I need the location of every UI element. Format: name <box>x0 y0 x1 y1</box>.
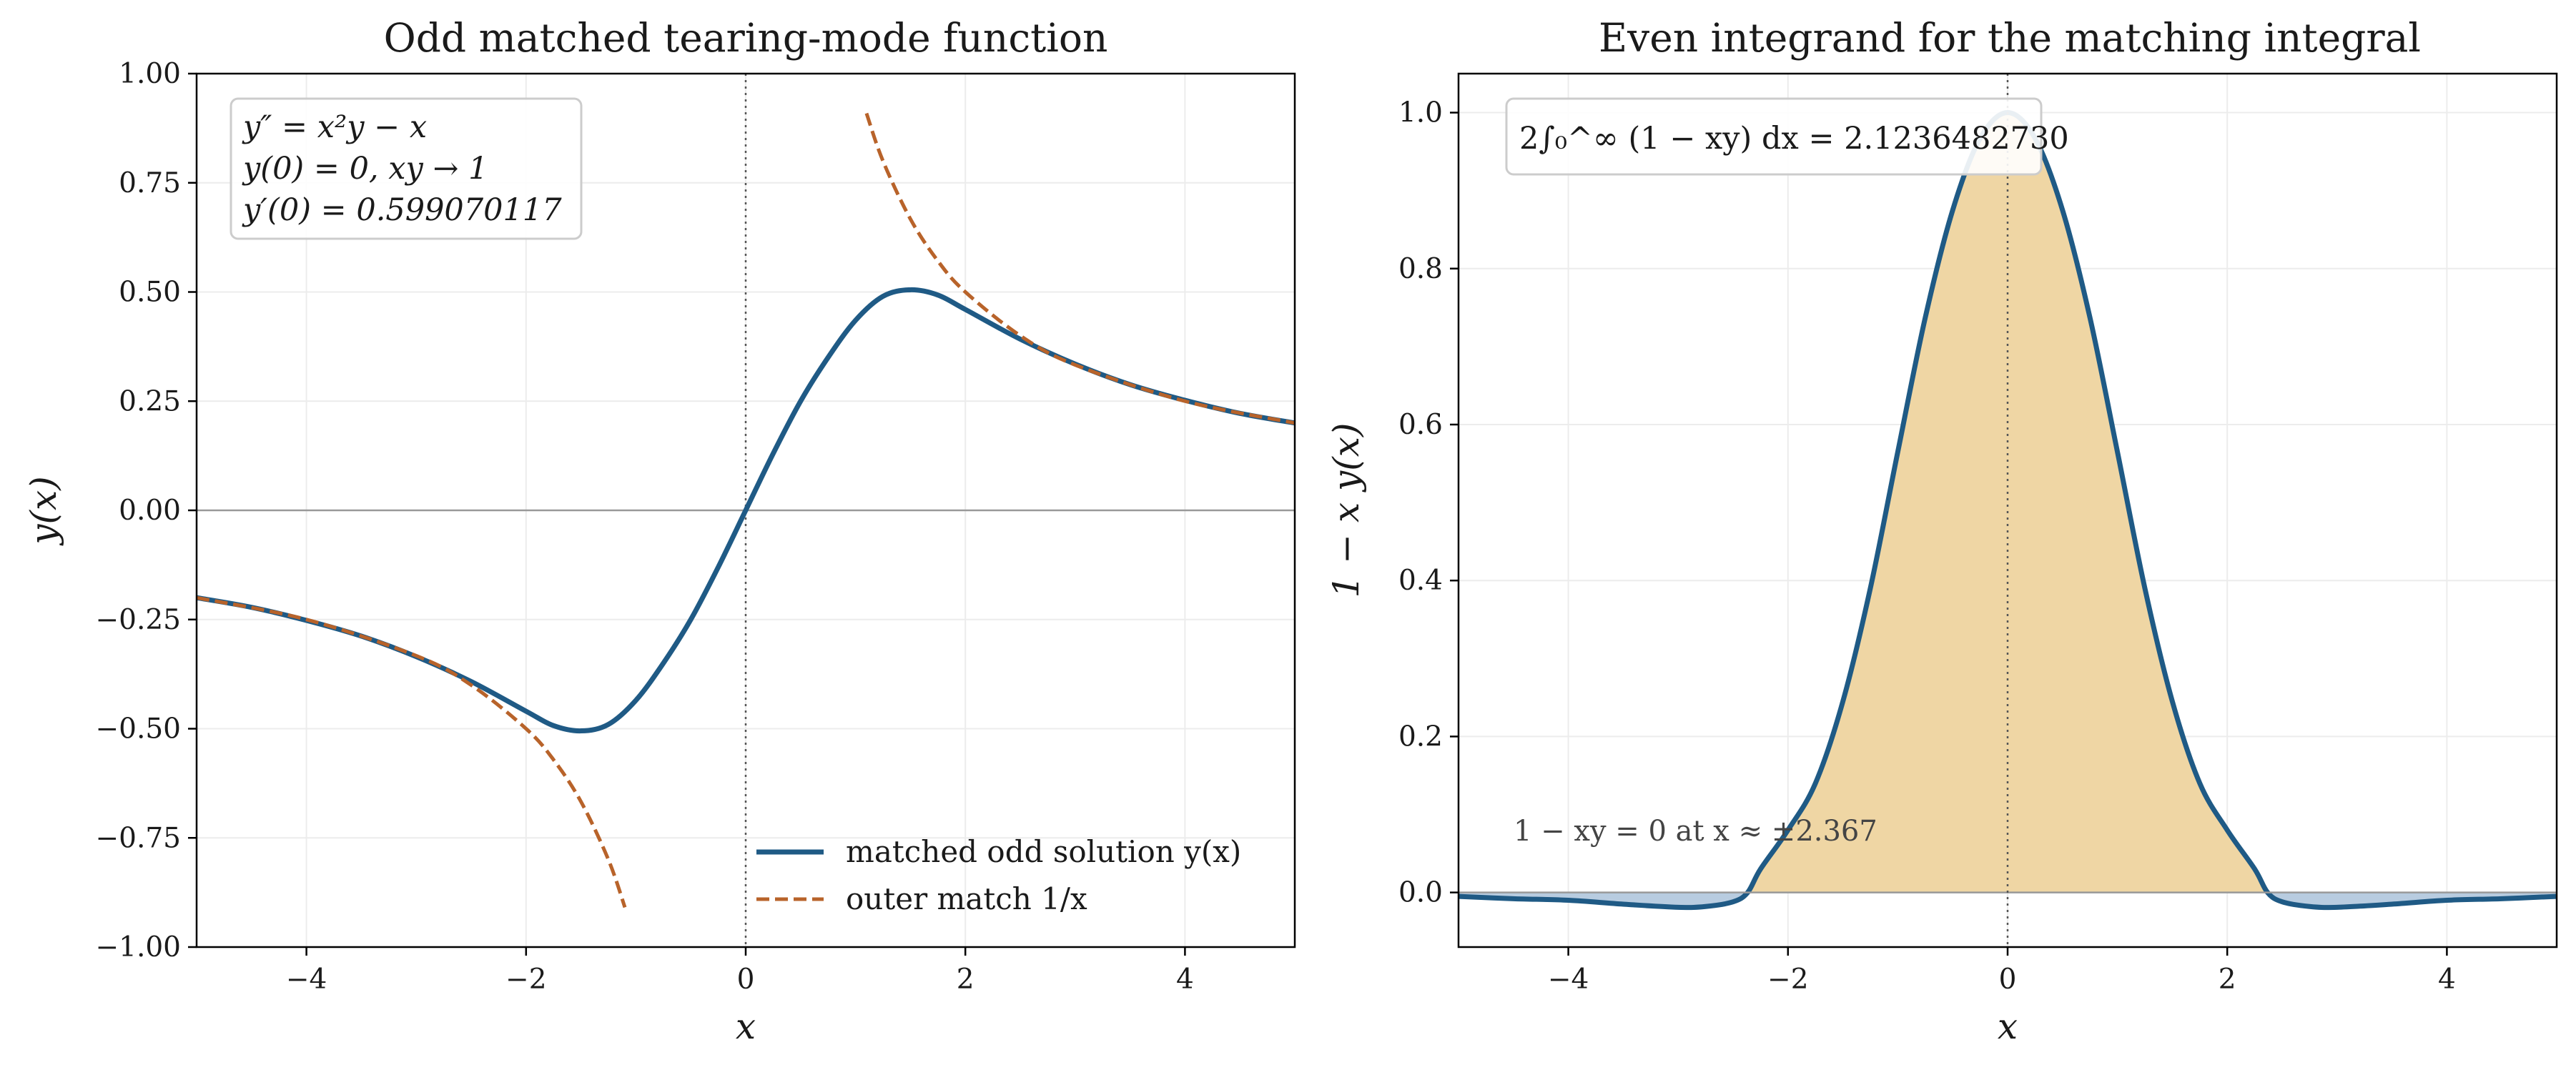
x-tick-label: 2 <box>957 964 974 996</box>
outer-match-curve-positive <box>864 112 1295 425</box>
right-panel: Even integrand for the matching integral… <box>1326 15 2558 1047</box>
legend-label-matched-solution: matched odd solution y(x) <box>846 834 1241 869</box>
left-x-axis-label: x <box>736 1006 756 1047</box>
x-tick-label: −4 <box>286 964 327 996</box>
outer-match-curve-negative <box>197 595 627 908</box>
negative-area-fill <box>1459 892 2557 908</box>
integral-value-label: 2∫₀^∞ (1 − xy) dx = 2.1236482730 <box>1519 121 2069 157</box>
y-tick-label: −1.00 <box>95 931 181 964</box>
y-tick-label: 0.6 <box>1398 409 1443 441</box>
right-chart-title: Even integrand for the matching integral <box>1599 15 2421 61</box>
right-x-axis-label: x <box>1998 1006 2018 1047</box>
positive-area-fill <box>1747 112 2268 893</box>
y-tick-label: 0.0 <box>1398 877 1443 909</box>
x-tick-label: −4 <box>1548 964 1589 996</box>
left-panel: Odd matched tearing-mode function −4 −2 0 2… <box>23 15 1296 1047</box>
zero-crossing-label: 1 − xy = 0 at x ≈ ±2.367 <box>1514 815 1877 848</box>
equation-line-3: y′(0) = 0.599070117 <box>242 192 562 228</box>
x-tick-label: −2 <box>505 964 547 996</box>
y-tick-label: 0.8 <box>1398 253 1443 285</box>
y-tick-label: 0.75 <box>119 167 181 199</box>
equation-line-1: y″ = x²y − x <box>242 109 427 145</box>
x-tick-label: 4 <box>2438 964 2456 996</box>
y-tick-label: −0.75 <box>95 822 181 854</box>
x-tick-label: 0 <box>1999 964 2017 996</box>
x-tick-label: 0 <box>737 964 755 996</box>
y-tick-label: −0.50 <box>95 713 181 745</box>
legend-label-outer-match: outer match 1/x <box>846 881 1087 916</box>
integral-annotation: 2∫₀^∞ (1 − xy) dx = 2.1236482730 <box>1505 97 2069 176</box>
y-tick-label: 0.25 <box>119 385 181 417</box>
y-tick-label: 0.4 <box>1398 565 1443 597</box>
left-y-axis-label: y(x) <box>23 476 64 545</box>
y-tick-label: 1.0 <box>1398 97 1443 129</box>
equation-line-2: y(0) = 0, xy → 1 <box>242 151 488 187</box>
y-tick-label: −0.25 <box>95 604 181 636</box>
legend: matched odd solution y(x) outer match 1/… <box>756 834 1241 916</box>
x-tick-label: −2 <box>1767 964 1809 996</box>
equation-annotation: y″ = x²y − x y(0) = 0, xy → 1 y′(0) = 0.… <box>230 97 583 240</box>
left-chart-title: Odd matched tearing-mode function <box>384 15 1108 61</box>
y-tick-label: 0.50 <box>119 277 181 309</box>
x-tick-label: 4 <box>1176 964 1194 996</box>
y-tick-label: 0.00 <box>119 495 181 527</box>
y-tick-label: 0.2 <box>1398 720 1443 753</box>
y-tick-label: 1.00 <box>119 58 181 90</box>
right-y-axis-label: 1 − x y(x) <box>1326 422 1367 598</box>
x-tick-label: 2 <box>2219 964 2236 996</box>
